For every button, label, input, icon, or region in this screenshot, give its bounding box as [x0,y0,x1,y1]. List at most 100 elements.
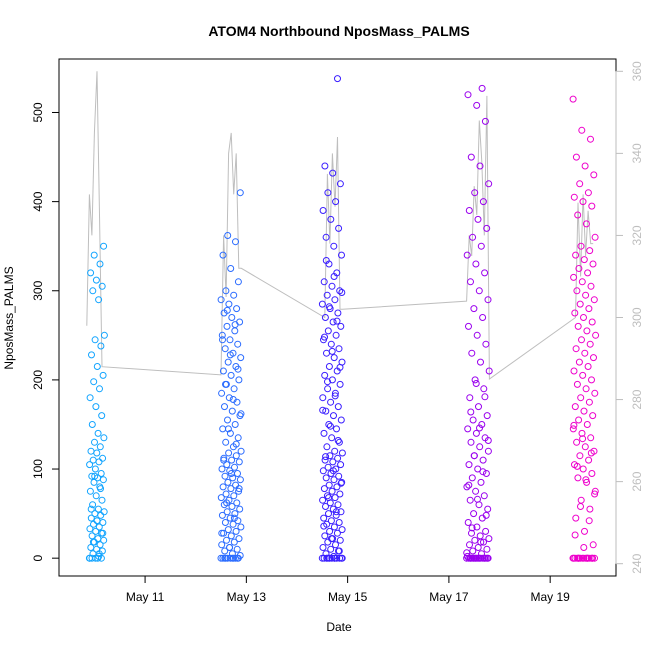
data-point [322,503,329,510]
data-point [325,510,332,518]
data-point [100,508,108,516]
data-point [334,403,342,411]
data-point [589,260,597,268]
data-point [91,465,99,473]
data-point [88,421,96,428]
data-point [572,251,580,259]
data-point [473,331,481,339]
data-point [320,522,328,530]
data-point [575,554,582,562]
data-point [225,300,233,308]
data-point [230,291,238,299]
data-point [330,412,337,420]
data-point [223,499,231,507]
data-point [569,95,577,103]
data-point [464,91,472,99]
data-point [231,321,239,329]
data-point [224,416,231,424]
data-point [467,278,474,286]
data-point [584,269,592,277]
data-point [333,425,340,433]
data-point [99,519,107,526]
data-point [336,363,344,371]
data-point [580,407,588,415]
data-point [468,474,476,482]
x-tick-label: May 15 [328,590,368,604]
data-point [324,327,332,335]
data-point [579,465,587,473]
data-point [479,468,487,476]
data-point [224,232,232,239]
data-point [467,438,475,446]
data-point [227,371,235,379]
data-point [581,162,589,170]
data-point [237,410,245,418]
data-point [88,472,96,480]
data-point [322,550,330,558]
data-point [100,242,108,250]
data-point [582,476,590,484]
data-point [223,536,230,544]
data-point [338,554,346,562]
data-point [471,376,479,384]
data-point [578,336,585,344]
data-point [236,505,244,513]
data-point [591,233,599,241]
data-point [484,505,492,513]
data-point [332,331,340,339]
data-point [219,251,227,259]
data-point [227,532,235,540]
data-point [325,481,333,489]
data-point [570,273,578,281]
data-point [481,269,489,277]
data-point [218,389,226,397]
data-point [227,265,235,272]
data-point [237,523,245,531]
data-point [234,340,242,348]
data-point [464,425,472,433]
data-point [222,490,230,498]
data-point [571,309,579,317]
data-point [221,547,229,555]
data-point [328,282,336,290]
data-point [237,354,245,362]
data-point [583,421,591,428]
y-tick-label: 0 [31,555,45,562]
data-point [472,429,480,437]
data-point [92,276,100,284]
x-tick-label: May 17 [429,590,469,604]
data-point [96,541,104,549]
data-point [591,554,598,562]
data-point [223,508,231,516]
data-point [97,342,105,350]
data-point [485,367,493,375]
data-point [580,314,587,321]
data-point [329,169,337,177]
data-point [235,485,243,493]
data-point [231,421,239,428]
data-point [473,523,481,531]
data-point [476,162,484,170]
y-tick-label: 500 [31,102,45,122]
data-point [478,421,486,428]
data-point [218,529,226,537]
data-point [92,403,100,411]
data-point [466,496,474,504]
data-point [326,422,334,430]
data-point [91,336,99,344]
data-point [580,544,588,551]
data-point [465,461,473,469]
data-point [231,463,238,471]
data-point [576,180,584,188]
data-point [228,456,236,464]
data-point [234,365,242,373]
data-point [87,505,95,513]
data-point [324,463,332,471]
data-point [571,403,579,411]
data-point [221,519,229,526]
data-point [220,501,228,509]
data-point [591,490,599,498]
secondary-series-line [86,71,594,380]
data-point [225,394,233,402]
data-point [581,443,589,451]
